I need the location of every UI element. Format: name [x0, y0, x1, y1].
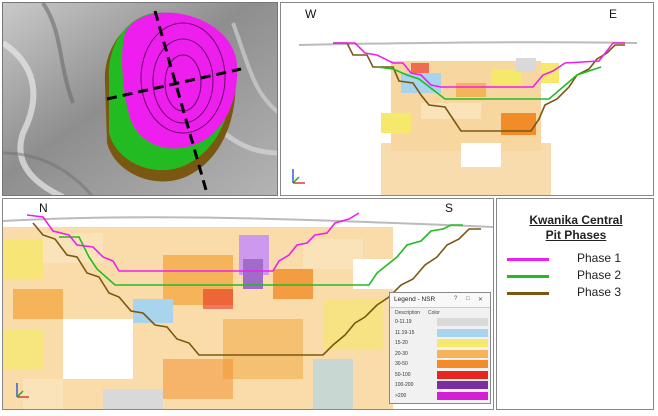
maximize-icon[interactable]: □: [466, 296, 470, 302]
nsr-legend-titlebar: Legend - NSR ? □ ✕: [390, 293, 490, 308]
nsr-bin-label: 11.19-15: [395, 329, 415, 336]
nsr-bin-swatch: [437, 339, 488, 347]
section-we-panel: W E: [280, 2, 654, 196]
phase2-swatch: [507, 275, 549, 278]
legend-row-phase2: Phase 2: [507, 268, 647, 284]
nsr-bin-label: 0-11.19: [395, 319, 412, 325]
nsr-legend-row: 100-200: [393, 380, 488, 390]
compass-west: W: [305, 7, 317, 21]
nsr-bin-label: 100-200: [395, 382, 414, 388]
phase1-line-we: [333, 42, 625, 88]
nsr-bin-swatch: [437, 360, 488, 368]
compass-east: E: [609, 7, 618, 21]
nsr-bin-label: 15-20: [395, 340, 408, 346]
nsr-bin-swatch: [437, 349, 488, 358]
phase3-swatch: [507, 292, 549, 295]
nsr-legend-row: 11.19-15: [393, 328, 488, 338]
nsr-legend-row: 0-11.19: [393, 317, 488, 327]
phase1-label: Phase 1: [577, 251, 622, 265]
nsr-bin-label: 30-50: [395, 361, 408, 367]
nsr-bin-label: 20-30: [395, 350, 408, 357]
nsr-legend-title: Legend - NSR: [394, 296, 436, 303]
nsr-col-description: Description: [395, 310, 421, 316]
section-line-we: [106, 67, 242, 101]
legend-title-line2: Pit Phases: [545, 228, 607, 242]
pit-3d-view: [2, 2, 278, 196]
compass-south: S: [445, 201, 454, 215]
phase1-line-ns: [26, 212, 360, 272]
section-we-image: [292, 41, 638, 195]
nsr-col-color: Color: [428, 310, 440, 316]
section-ns-panel: N S Legend - NSR ? □ ✕ Description Color…: [2, 198, 494, 410]
phase3-line-we: [333, 42, 625, 132]
nsr-bin-label: >200: [395, 392, 407, 399]
section-ns-image: [3, 212, 493, 409]
section-line-ns: [153, 10, 209, 195]
axis-triad-ns: [16, 383, 29, 398]
nsr-legend-row: >200: [393, 391, 488, 401]
nsr-legend-window: Legend - NSR ? □ ✕ Description Color 0-1…: [389, 292, 491, 404]
nsr-bin-swatch: [437, 318, 488, 326]
phase2-line-we: [376, 66, 602, 100]
legend-row-phase3: Phase 3: [507, 285, 647, 301]
pit-phase-legend: Kwanika Central Pit Phases Phase 1 Phase…: [496, 198, 654, 410]
nsr-legend-row: 15-20: [393, 338, 488, 348]
nsr-legend-row: 50-100: [393, 370, 488, 380]
nsr-bin-swatch: [437, 370, 488, 379]
pit-3d-image: [3, 3, 277, 195]
compass-north: N: [39, 201, 48, 215]
phase1-swatch: [507, 258, 549, 261]
phase2-label: Phase 2: [577, 268, 622, 282]
nsr-legend-row: 20-30: [393, 349, 488, 359]
nsr-bin-swatch: [437, 391, 488, 400]
legend-title-line1: Kwanika Central: [529, 213, 623, 227]
legend-row-phase1: Phase 1: [507, 251, 647, 267]
close-icon[interactable]: ✕: [478, 297, 484, 303]
nsr-bin-swatch: [437, 328, 488, 337]
nsr-bin-label: 50-100: [395, 371, 411, 378]
nsr-bin-swatch: [437, 381, 488, 389]
help-icon[interactable]: ?: [454, 296, 458, 302]
phase3-line-ns: [32, 222, 481, 356]
phase2-line-ns: [59, 224, 463, 286]
phase3-label: Phase 3: [577, 285, 622, 299]
nsr-legend-row: 30-50: [393, 359, 488, 369]
axis-triad-we: [292, 169, 305, 184]
phase1-shell: [122, 12, 238, 149]
